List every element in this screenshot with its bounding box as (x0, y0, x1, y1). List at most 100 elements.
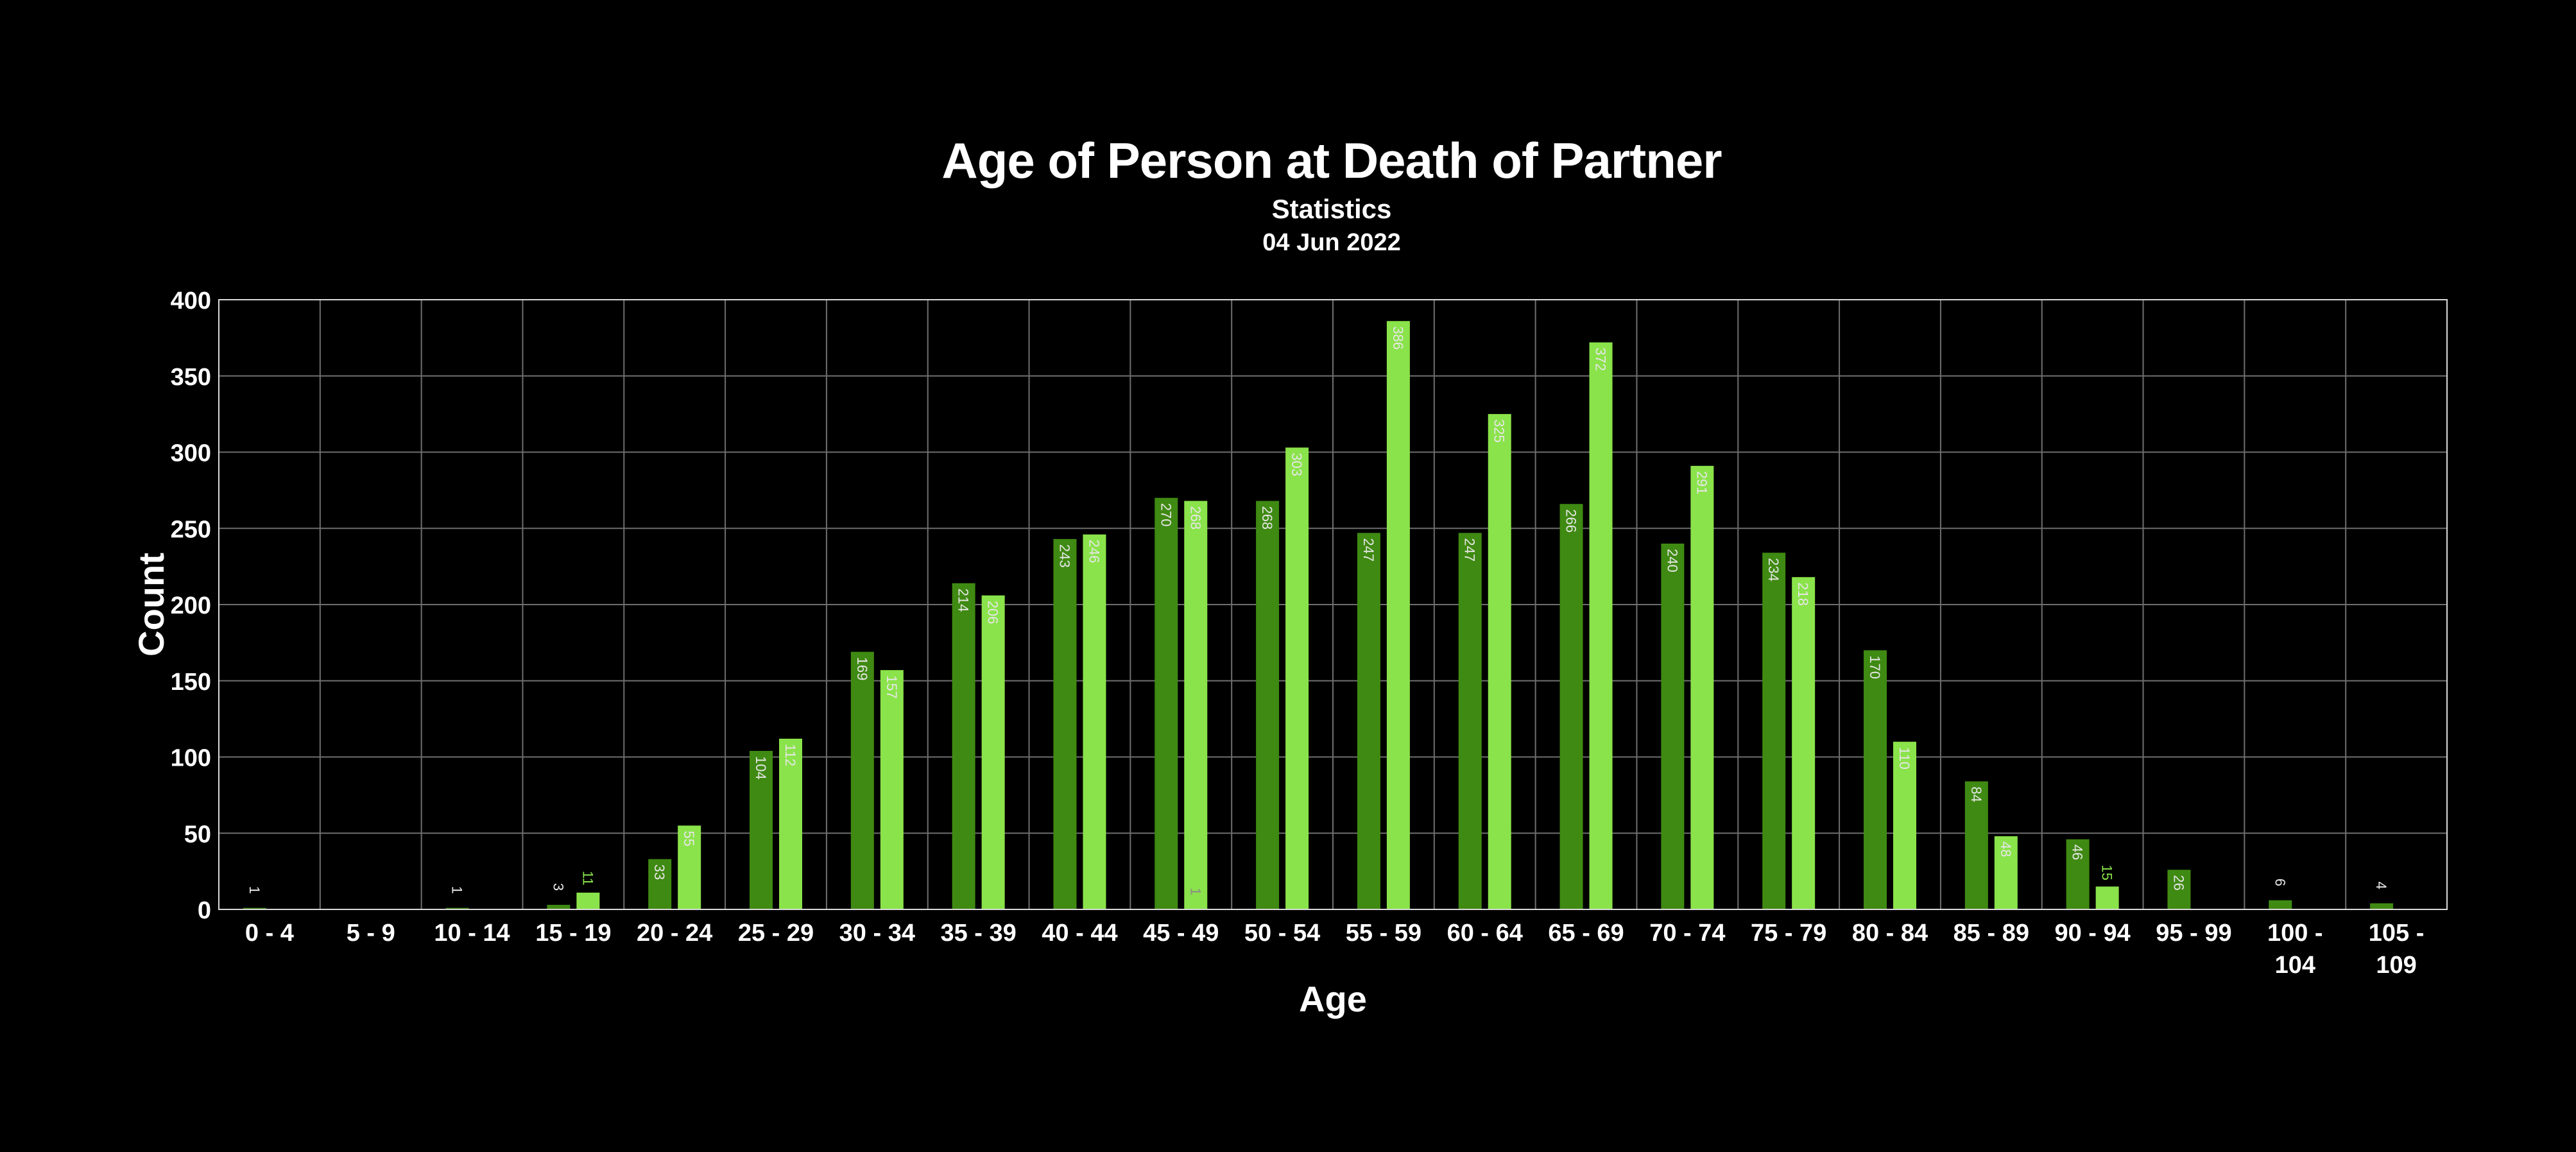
x-tick-label: 20 - 24 (637, 920, 712, 947)
bar (1661, 544, 1685, 909)
bar (1458, 533, 1482, 909)
x-tick-label: 55 - 59 (1346, 920, 1421, 947)
x-tick-label: 90 - 94 (2054, 920, 2130, 947)
x-tick-label: 10 - 14 (434, 920, 510, 947)
y-tick-label: 150 (171, 669, 211, 696)
x-tick-label: 40 - 44 (1042, 920, 1117, 947)
x-axis-label: Age (1299, 979, 1367, 1019)
data-label: 246 (1086, 540, 1102, 563)
data-label: 247 (1361, 538, 1377, 562)
bar (678, 825, 701, 909)
data-label: 11 (580, 871, 596, 886)
data-label: 214 (956, 589, 972, 612)
data-label: 291 (1694, 471, 1710, 495)
data-label: 268 (1187, 506, 1203, 530)
chart-subtitle: Statistics (1271, 194, 1392, 224)
y-tick-label: 200 (171, 592, 211, 619)
bar (981, 595, 1005, 909)
bar (1053, 538, 1077, 909)
data-label: 1 (246, 886, 262, 894)
bar (1386, 321, 1410, 909)
bar (1690, 465, 1714, 909)
data-label: 3 (550, 883, 566, 891)
data-label: 240 (1664, 549, 1680, 572)
bar (779, 739, 802, 909)
bar (547, 904, 571, 909)
data-label: 169 (854, 657, 870, 681)
data-label: 48 (1998, 841, 2014, 857)
bar (2370, 903, 2394, 909)
x-tick-label: 65 - 69 (1548, 920, 1624, 947)
bar (1762, 553, 1786, 909)
x-tick-label: 70 - 74 (1649, 920, 1725, 947)
grid-lines (219, 299, 2447, 910)
data-label: 218 (1795, 582, 1811, 606)
data-label: 386 (1390, 326, 1406, 350)
bar (1155, 497, 1178, 909)
data-label: 243 (1056, 544, 1072, 568)
data-label: 33 (651, 864, 667, 880)
y-tick-label: 250 (171, 516, 211, 543)
x-tick-label: 45 - 49 (1143, 920, 1219, 947)
y-tick-label: 350 (171, 364, 211, 391)
bar (1184, 501, 1208, 909)
bar (1893, 741, 1916, 909)
bar (1994, 836, 2018, 909)
chart-title: Age of Person at Death of Partner (941, 132, 1722, 189)
chart-date: 04 Jun 2022 (1262, 229, 1401, 256)
data-label: 46 (2070, 845, 2086, 860)
tick-labels: 0 50 100 150 200 250 300 350 400 0 - 4 5 - 9 10 - 1… (171, 288, 2425, 979)
bar (1864, 650, 1887, 909)
bar (648, 859, 672, 909)
data-label: 15 (2099, 864, 2115, 880)
bar (1964, 781, 1988, 909)
bar (1285, 447, 1309, 909)
x-tick-label: 35 - 39 (940, 920, 1016, 947)
x-tick-label: 105 -109 (2369, 920, 2425, 979)
bar (2167, 870, 2191, 909)
x-tick-label: 95 - 99 (2156, 920, 2231, 947)
data-label: 270 (1158, 503, 1174, 527)
data-label: 1 (449, 886, 465, 894)
bar (2269, 900, 2292, 909)
x-tick-label: 60 - 64 (1447, 920, 1523, 947)
plot-frame (218, 299, 2448, 910)
x-tick-label: 30 - 34 (839, 920, 915, 947)
x-tick-label: 85 - 89 (1953, 920, 2029, 947)
data-label: 372 (1593, 348, 1609, 372)
x-tick-label: 80 - 84 (1852, 920, 1928, 947)
data-label: 325 (1491, 419, 1507, 443)
bar (2095, 886, 2119, 909)
x-tick-label: 0 - 4 (245, 920, 294, 947)
y-axis-label: Count (131, 553, 171, 657)
bar (1559, 504, 1583, 909)
bar (850, 651, 874, 909)
data-label: 266 (1563, 509, 1579, 533)
data-label: 110 (1896, 747, 1912, 769)
bar (1256, 501, 1280, 909)
bar (1083, 534, 1106, 909)
data-label: 104 (753, 756, 769, 780)
data-label: 4 (2373, 882, 2389, 890)
x-tick-label: 50 - 54 (1244, 920, 1320, 947)
y-tick-label: 50 (184, 821, 211, 848)
data-label: 206 (985, 601, 1001, 624)
data-label: 268 (1259, 506, 1275, 530)
bar (1792, 577, 1816, 909)
bar (243, 907, 266, 909)
bar (576, 892, 600, 909)
data-label: 112 (782, 744, 798, 766)
data-label: 157 (884, 675, 900, 699)
data-label: 1 (1187, 888, 1203, 895)
x-tick-label: 5 - 9 (347, 920, 395, 947)
bar (2066, 839, 2090, 909)
y-tick-label: 300 (171, 440, 211, 467)
data-label: 84 (1968, 787, 1984, 802)
bar (880, 670, 904, 909)
data-label: 55 (681, 830, 697, 846)
data-label: 6 (2272, 879, 2288, 886)
x-tick-label: 15 - 19 (535, 920, 611, 947)
data-label: 26 (2170, 875, 2186, 890)
x-tick-label: 100 -104 (2267, 920, 2323, 979)
y-tick-label: 0 (198, 897, 211, 924)
